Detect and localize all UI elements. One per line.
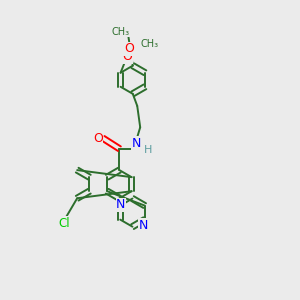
Text: N: N — [139, 218, 148, 232]
Text: Cl: Cl — [58, 217, 70, 230]
Text: O: O — [124, 42, 134, 56]
Text: O: O — [123, 50, 133, 63]
Text: CH₃: CH₃ — [112, 27, 130, 37]
Text: CH₃: CH₃ — [140, 39, 159, 49]
Text: N: N — [116, 198, 126, 211]
Text: N: N — [132, 137, 141, 150]
Text: O: O — [93, 132, 103, 145]
Text: H: H — [143, 145, 152, 155]
